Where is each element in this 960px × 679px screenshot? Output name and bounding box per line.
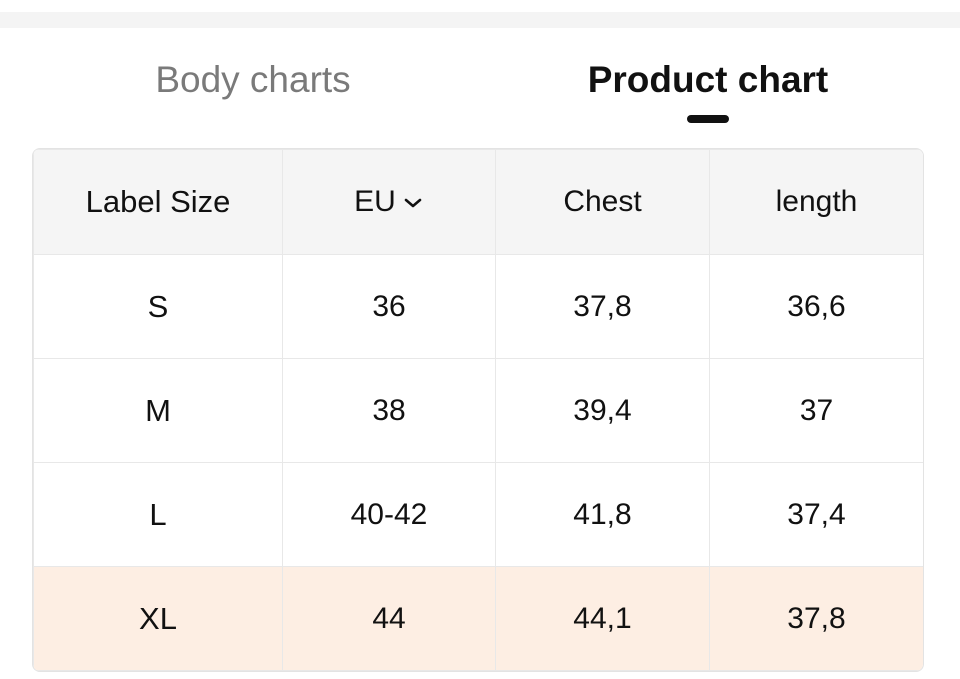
- table-cell: M: [33, 358, 283, 463]
- table-cell: 40-42: [282, 462, 496, 567]
- table-cell: 37,8: [709, 566, 923, 671]
- tab-indicator: [687, 115, 729, 123]
- header-row: Label Size EU Chest length: [33, 149, 923, 255]
- table-row: M 38 39,4 37: [33, 358, 923, 463]
- table-cell: 37,4: [709, 462, 923, 567]
- tab[interactable]: Body charts: [43, 55, 463, 105]
- header-label: length: [775, 185, 858, 218]
- table-row: L 40-42 41,8 37,4: [33, 462, 923, 567]
- tab-label: Product chart: [587, 59, 829, 100]
- table: Label Size EU Chest length S 36 37,8 36,6 M 38 39,…: [33, 149, 923, 671]
- table-cell: 36,6: [709, 254, 923, 359]
- tab-bar: Body charts Product chart: [0, 55, 960, 125]
- header-cell: Chest: [495, 149, 710, 255]
- header-label: EU: [354, 185, 396, 218]
- dropdown-chevron: [404, 198, 422, 208]
- header-cell: Label Size: [33, 149, 283, 255]
- top-bar: [0, 12, 960, 28]
- header-cell: length: [709, 149, 923, 255]
- header-label: Chest: [563, 185, 642, 218]
- table-cell: 41,8: [495, 462, 710, 567]
- table-cell: 37,8: [495, 254, 710, 359]
- table-cell: 38: [282, 358, 496, 463]
- table-row: XL 44 44,1 37,8: [33, 566, 923, 671]
- table-cell: L: [33, 462, 283, 567]
- size-table: Label Size EU Chest length S 36 37,8 36,6 M 38 39,…: [32, 148, 924, 672]
- table-cell: S: [33, 254, 283, 359]
- table-row: S 36 37,8 36,6: [33, 254, 923, 359]
- table-cell: 37: [709, 358, 923, 463]
- table-cell: 36: [282, 254, 496, 359]
- header-cell[interactable]: EU: [282, 149, 496, 255]
- table-cell: 39,4: [495, 358, 710, 463]
- table-cell: 44: [282, 566, 496, 671]
- header-label: Label Size: [85, 184, 231, 219]
- tab-label: Body charts: [155, 59, 351, 100]
- table-cell: 44,1: [495, 566, 710, 671]
- tab[interactable]: Product chart: [498, 55, 918, 123]
- table-cell: XL: [33, 566, 283, 671]
